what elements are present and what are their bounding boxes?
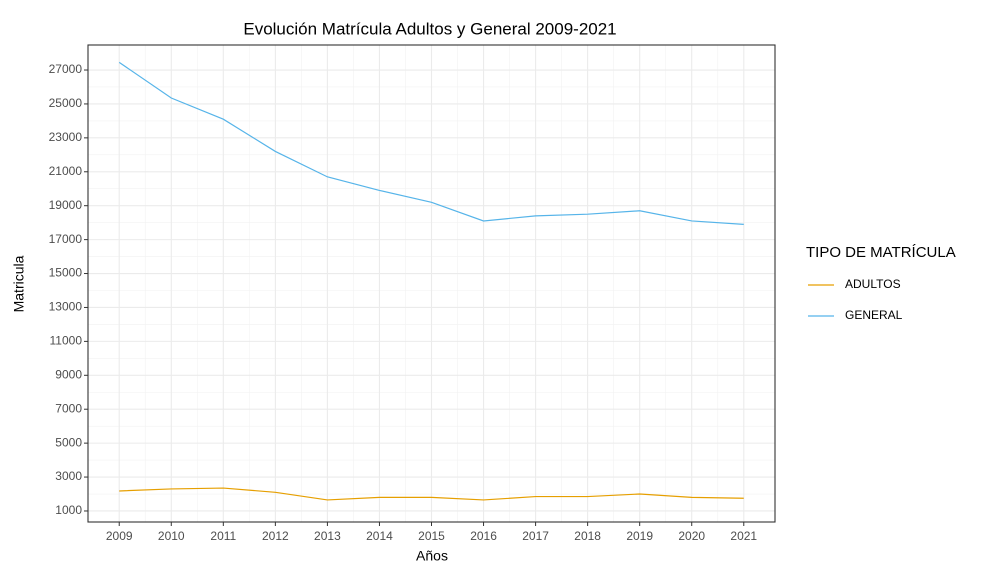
y-tick-label: 23000 [49,130,83,144]
x-tick-label: 2016 [470,529,497,543]
plot-border [87,44,776,523]
x-tick-label: 2013 [314,529,341,543]
y-tick-label: 7000 [55,401,82,415]
x-tick-label: 2021 [730,529,757,543]
y-tick-label: 25000 [49,96,83,110]
series-line [118,61,744,225]
y-tick-label: 27000 [49,62,83,76]
series-line [119,487,744,501]
x-tick-label: 2012 [262,529,289,543]
legend-label: GENERAL [845,308,903,322]
x-tick-label: 2015 [418,529,445,543]
y-tick-label: 5000 [55,435,82,449]
x-tick-label: 2011 [210,529,236,543]
y-axis-title: Matricula [11,255,27,312]
chart-title: Evolución Matrícula Adultos y General 20… [243,19,616,38]
legend-label: ADULTOS [845,277,901,291]
x-tick-label: 2014 [366,529,393,543]
x-tick-label: 2019 [626,529,653,543]
y-tick-label: 15000 [49,266,83,280]
x-tick-label: 2018 [574,529,601,543]
x-tick-label: 2020 [678,529,705,543]
x-tick-label: 2010 [158,529,185,543]
y-tick-label: 3000 [55,469,82,483]
y-tick-label: 17000 [49,232,83,246]
legend-title: TIPO DE MATRÍCULA [806,244,956,261]
y-tick-label: 21000 [49,164,83,178]
y-tick-label: 1000 [55,503,82,517]
y-tick-label: 9000 [55,367,82,381]
x-tick-label: 2017 [522,529,549,543]
y-tick-label: 11000 [50,334,83,348]
y-tick-label: 13000 [49,300,83,314]
x-axis-title: Años [416,548,448,564]
y-tick-label: 19000 [49,198,83,212]
x-tick-label: 2009 [106,529,133,543]
